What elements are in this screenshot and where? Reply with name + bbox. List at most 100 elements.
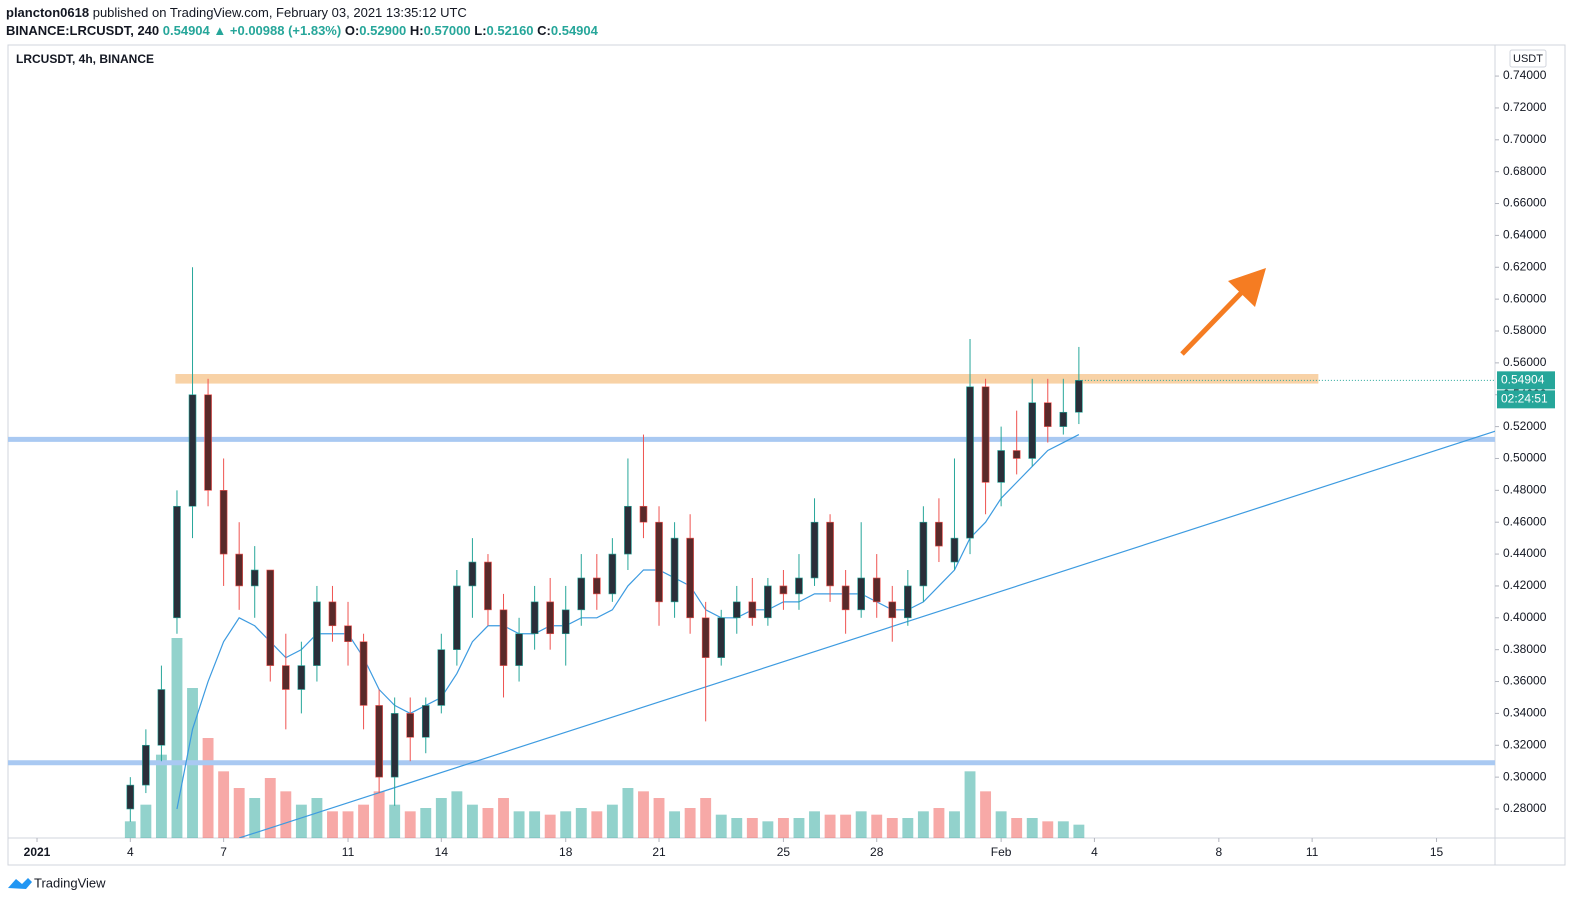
y-tick-label: 0.64000 — [1503, 228, 1547, 242]
candle-body — [1059, 411, 1068, 427]
axes: 0.28000 0.30000 0.32000 0.34000 0.36000 0.380… — [24, 68, 1555, 859]
volume-bar — [638, 791, 649, 838]
candle-body — [250, 569, 259, 587]
candle-body — [1043, 402, 1052, 427]
volume-bar — [606, 804, 618, 838]
x-tick-label: 7 — [220, 845, 227, 859]
candle-body — [1028, 402, 1037, 459]
candle-body — [390, 713, 399, 778]
ohlc-h: H: — [409, 23, 424, 38]
y-tick-label: 0.48000 — [1503, 483, 1547, 497]
volume-bar — [327, 811, 338, 838]
volume-bar — [280, 791, 292, 838]
candle-body — [1075, 380, 1083, 413]
candle-body — [655, 521, 663, 603]
candle-body — [282, 665, 290, 690]
volume-bar — [155, 754, 167, 838]
candle-body — [795, 577, 803, 595]
chart-title: LRCUSDT, 4h, BINANCE — [16, 52, 154, 66]
candle-body — [686, 537, 694, 619]
volume-bar — [1073, 824, 1085, 838]
volume-bar — [980, 791, 992, 838]
candle-body — [670, 537, 679, 603]
arrow-shaft — [1180, 288, 1246, 356]
x-tick-label: 8 — [1215, 845, 1222, 859]
volume-bar — [560, 811, 572, 838]
candle-body — [981, 386, 990, 483]
x-tick-label: 15 — [1430, 845, 1444, 859]
y-tick-label: 0.44000 — [1503, 546, 1547, 560]
candle-body — [266, 569, 275, 666]
volume-bar — [871, 814, 883, 838]
volume-bar — [124, 821, 136, 838]
volume-bar — [1042, 821, 1054, 838]
candle-body — [577, 577, 586, 611]
candle-body — [950, 537, 959, 563]
volume-bar — [140, 804, 152, 838]
candle-body — [375, 705, 383, 778]
candle-body — [188, 394, 197, 507]
volume-bar — [389, 804, 401, 838]
candle-body — [872, 577, 881, 603]
price: 0.54904 — [162, 23, 210, 38]
y-tick-label: 0.36000 — [1503, 674, 1547, 688]
volume-bar — [498, 798, 509, 838]
volume-bar — [684, 808, 696, 838]
symbol-line: BINANCE:LRCUSDT, 240 0.54904 ▲ +0.00988 … — [6, 22, 598, 40]
y-tick-label: 0.68000 — [1503, 164, 1547, 178]
candle-body — [235, 553, 243, 587]
plot — [8, 267, 1495, 838]
volume-bar — [233, 788, 245, 838]
volume-bar — [466, 804, 478, 838]
candle-body — [935, 521, 943, 547]
moving-average — [176, 434, 1080, 810]
volume-bar — [435, 798, 447, 838]
y-tick-label: 0.42000 — [1503, 578, 1547, 592]
symbol: BINANCE:LRCUSDT, 240 — [6, 23, 160, 38]
x-tick-label: 28 — [870, 845, 884, 859]
volume-bar — [793, 818, 805, 838]
volume-bar — [171, 638, 183, 838]
candle-body — [608, 553, 617, 595]
volume-bar — [311, 798, 323, 838]
volume-bar — [762, 821, 774, 838]
ohlc-o: O: — [344, 23, 360, 38]
volume-bar — [1057, 821, 1069, 838]
y-tick-label: 0.58000 — [1503, 323, 1547, 337]
header: plancton0618 published on TradingView.co… — [6, 4, 598, 40]
x-tick-label: 11 — [342, 845, 355, 859]
volume-bar — [373, 791, 385, 838]
candle-body — [421, 705, 430, 738]
volume-bar — [1026, 818, 1038, 838]
candle-body — [764, 585, 772, 619]
y-tick-label: 0.72000 — [1503, 100, 1547, 114]
candle-body — [499, 609, 508, 666]
last-price-tag — [1497, 371, 1555, 390]
candle-body — [297, 665, 306, 690]
y-tick-label: 0.32000 — [1503, 737, 1547, 751]
candle-body — [313, 601, 321, 666]
volume-bar — [746, 818, 758, 838]
volume-bar — [202, 738, 214, 838]
candle-body — [717, 617, 726, 658]
volume-bar — [715, 814, 727, 838]
y-tick-label: 0.38000 — [1503, 642, 1547, 656]
volume-bar — [342, 811, 354, 838]
volume-bar — [840, 814, 852, 838]
candle-body — [966, 386, 974, 539]
candle-body — [515, 633, 523, 666]
y-tick-label: 0.52000 — [1503, 419, 1547, 433]
volume-bar — [513, 811, 525, 838]
y-tick-label: 0.62000 — [1503, 259, 1547, 273]
y-tick-label: 0.50000 — [1503, 451, 1547, 465]
brand: TradingView — [34, 875, 106, 890]
x-tick-label: 2021 — [24, 845, 51, 859]
volume-bar — [902, 818, 914, 838]
candle-body — [888, 601, 897, 619]
candle-body — [904, 585, 912, 619]
candle-body — [593, 577, 601, 595]
ohlc-c-value: 0.54904 — [550, 23, 598, 38]
y-tick-label: 0.40000 — [1503, 610, 1547, 624]
y-tick-label: 0.56000 — [1503, 355, 1547, 369]
y-tick-label: 0.46000 — [1503, 514, 1547, 528]
